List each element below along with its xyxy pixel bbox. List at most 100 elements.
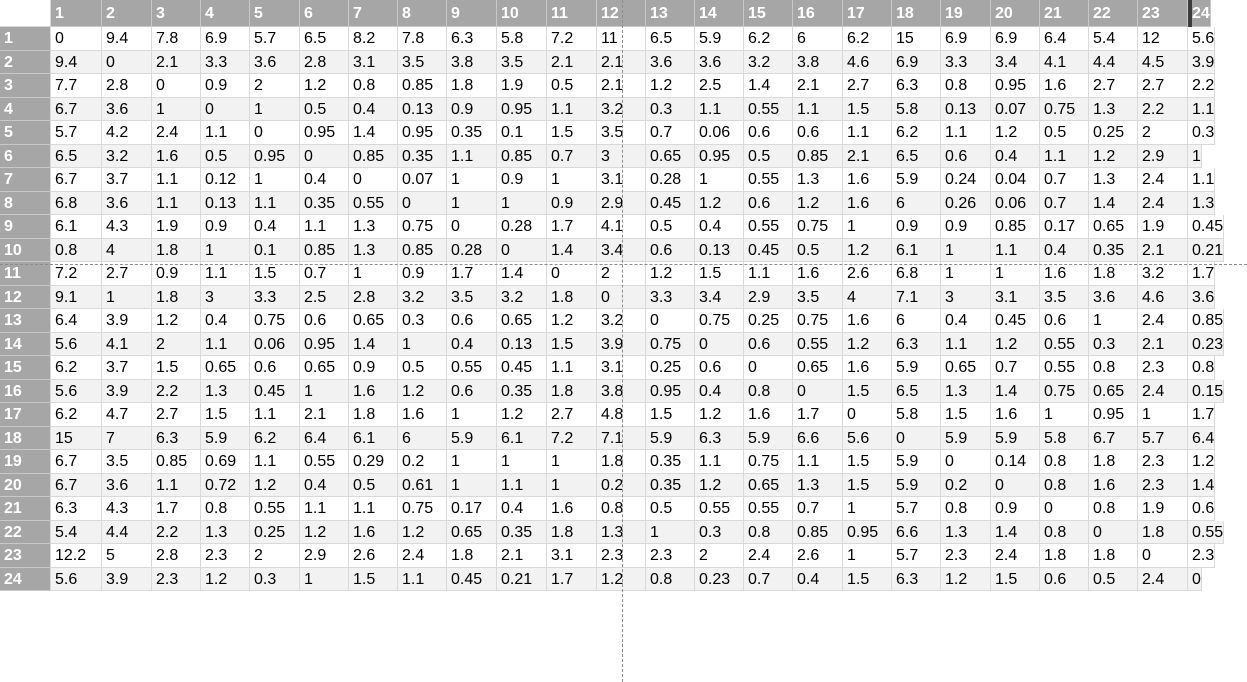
table-cell[interactable]: 1.1 bbox=[941, 333, 991, 356]
row-header-20[interactable]: 20 bbox=[0, 474, 51, 497]
table-cell[interactable]: 3.4 bbox=[991, 51, 1040, 74]
table-cell[interactable]: 6.1 bbox=[497, 427, 547, 450]
table-cell[interactable]: 2.4 bbox=[1138, 192, 1188, 215]
table-cell[interactable]: 0.4 bbox=[695, 380, 744, 403]
table-cell[interactable]: 1.1 bbox=[941, 121, 991, 145]
table-cell[interactable]: 5.4 bbox=[1089, 27, 1138, 51]
table-cell[interactable]: 0.8 bbox=[349, 74, 398, 98]
table-cell[interactable]: 0.13 bbox=[398, 98, 447, 121]
table-cell[interactable]: 1 bbox=[152, 98, 201, 121]
table-cell[interactable]: 0.1 bbox=[497, 121, 547, 145]
table-cell[interactable]: 0.85 bbox=[152, 450, 201, 474]
table-cell[interactable]: 6 bbox=[892, 192, 941, 215]
table-cell[interactable]: 0.28 bbox=[447, 239, 497, 262]
table-cell[interactable]: 3.4 bbox=[695, 286, 744, 309]
table-cell[interactable]: 6.6 bbox=[793, 427, 843, 450]
table-cell[interactable]: 1.1 bbox=[695, 98, 744, 121]
table-cell[interactable]: 1.4 bbox=[744, 74, 793, 98]
table-cell[interactable]: 0.35 bbox=[1089, 239, 1138, 262]
table-cell[interactable]: 3.8 bbox=[447, 51, 497, 74]
table-cell[interactable]: 0 bbox=[991, 474, 1040, 497]
table-cell[interactable]: 0.3 bbox=[1089, 333, 1138, 356]
table-cell[interactable]: 1.2 bbox=[152, 309, 201, 333]
table-cell[interactable]: 0.6 bbox=[695, 356, 744, 380]
table-cell[interactable]: 2.8 bbox=[300, 51, 349, 74]
table-cell[interactable]: 1 bbox=[941, 239, 991, 262]
column-header-16[interactable]: 16 bbox=[793, 0, 843, 27]
table-cell[interactable]: 6.9 bbox=[201, 27, 250, 51]
row-header-6[interactable]: 6 bbox=[0, 145, 51, 168]
table-cell[interactable]: 0.65 bbox=[349, 309, 398, 333]
row-header-7[interactable]: 7 bbox=[0, 168, 51, 192]
table-cell[interactable]: 0.75 bbox=[398, 215, 447, 239]
table-cell[interactable]: 0.6 bbox=[1188, 497, 1216, 521]
table-cell[interactable]: 0.4 bbox=[497, 497, 547, 521]
table-cell[interactable]: 0.85 bbox=[793, 521, 843, 544]
table-cell[interactable]: 4.4 bbox=[1089, 51, 1138, 74]
table-cell[interactable]: 1.2 bbox=[941, 568, 991, 591]
table-cell[interactable]: 0.55 bbox=[695, 497, 744, 521]
column-header-8[interactable]: 8 bbox=[398, 0, 447, 27]
table-cell[interactable]: 0 bbox=[300, 145, 349, 168]
table-cell[interactable]: 0.06 bbox=[991, 192, 1040, 215]
table-cell[interactable]: 1.2 bbox=[597, 568, 646, 591]
table-cell[interactable]: 0.3 bbox=[250, 568, 300, 591]
table-cell[interactable]: 0.75 bbox=[646, 333, 695, 356]
table-cell[interactable]: 0.06 bbox=[695, 121, 744, 145]
table-cell[interactable]: 3.9 bbox=[102, 380, 152, 403]
table-cell[interactable]: 2.1 bbox=[300, 403, 349, 427]
table-cell[interactable]: 3.2 bbox=[744, 51, 793, 74]
table-cell[interactable]: 5.9 bbox=[892, 474, 941, 497]
table-cell[interactable]: 1 bbox=[646, 521, 695, 544]
table-cell[interactable]: 0.8 bbox=[941, 74, 991, 98]
table-cell[interactable]: 0.65 bbox=[646, 145, 695, 168]
table-cell[interactable]: 2 bbox=[597, 262, 646, 286]
row-header-18[interactable]: 18 bbox=[0, 427, 51, 450]
column-header-2[interactable]: 2 bbox=[102, 0, 152, 27]
table-cell[interactable]: 2 bbox=[250, 74, 300, 98]
table-cell[interactable]: 1.1 bbox=[300, 215, 349, 239]
table-cell[interactable]: 0.13 bbox=[941, 98, 991, 121]
table-cell[interactable]: 4.7 bbox=[102, 403, 152, 427]
table-cell[interactable]: 1.2 bbox=[646, 74, 695, 98]
table-cell[interactable]: 0.35 bbox=[447, 121, 497, 145]
table-cell[interactable]: 1.1 bbox=[1188, 98, 1216, 121]
column-header-3[interactable]: 3 bbox=[152, 0, 201, 27]
table-cell[interactable]: 0.13 bbox=[695, 239, 744, 262]
table-cell[interactable]: 2.2 bbox=[152, 521, 201, 544]
table-cell[interactable]: 1.1 bbox=[447, 145, 497, 168]
table-cell[interactable]: 0.7 bbox=[300, 262, 349, 286]
table-cell[interactable]: 2.1 bbox=[1138, 333, 1188, 356]
select-all-corner[interactable] bbox=[0, 0, 51, 27]
table-cell[interactable]: 0 bbox=[201, 98, 250, 121]
table-cell[interactable]: 0.6 bbox=[744, 121, 793, 145]
table-cell[interactable]: 2.3 bbox=[1138, 474, 1188, 497]
table-cell[interactable]: 2.4 bbox=[991, 544, 1040, 568]
table-cell[interactable]: 1.3 bbox=[201, 380, 250, 403]
table-cell[interactable]: 0 bbox=[497, 239, 547, 262]
table-cell[interactable]: 0.25 bbox=[646, 356, 695, 380]
table-cell[interactable]: 0 bbox=[152, 74, 201, 98]
table-cell[interactable]: 1.2 bbox=[250, 474, 300, 497]
table-cell[interactable]: 2.9 bbox=[1138, 145, 1188, 168]
table-cell[interactable]: 1.1 bbox=[695, 450, 744, 474]
table-cell[interactable]: 2.8 bbox=[102, 74, 152, 98]
table-cell[interactable]: 0.75 bbox=[1040, 98, 1089, 121]
table-cell[interactable]: 0.7 bbox=[646, 121, 695, 145]
table-cell[interactable]: 0 bbox=[250, 121, 300, 145]
table-cell[interactable]: 0 bbox=[843, 403, 892, 427]
table-cell[interactable]: 3 bbox=[597, 145, 646, 168]
table-cell[interactable]: 6.3 bbox=[695, 427, 744, 450]
table-cell[interactable]: 6.2 bbox=[744, 27, 793, 51]
table-cell[interactable]: 5.8 bbox=[892, 403, 941, 427]
table-cell[interactable]: 5.9 bbox=[646, 427, 695, 450]
table-cell[interactable]: 4 bbox=[843, 286, 892, 309]
table-cell[interactable]: 1.5 bbox=[547, 121, 597, 145]
table-cell[interactable]: 0.95 bbox=[300, 121, 349, 145]
column-header-4[interactable]: 4 bbox=[201, 0, 250, 27]
table-cell[interactable]: 0.29 bbox=[349, 450, 398, 474]
table-cell[interactable]: 6.5 bbox=[51, 145, 102, 168]
table-cell[interactable]: 0 bbox=[398, 192, 447, 215]
table-cell[interactable]: 1.6 bbox=[843, 309, 892, 333]
table-cell[interactable]: 2.7 bbox=[102, 262, 152, 286]
